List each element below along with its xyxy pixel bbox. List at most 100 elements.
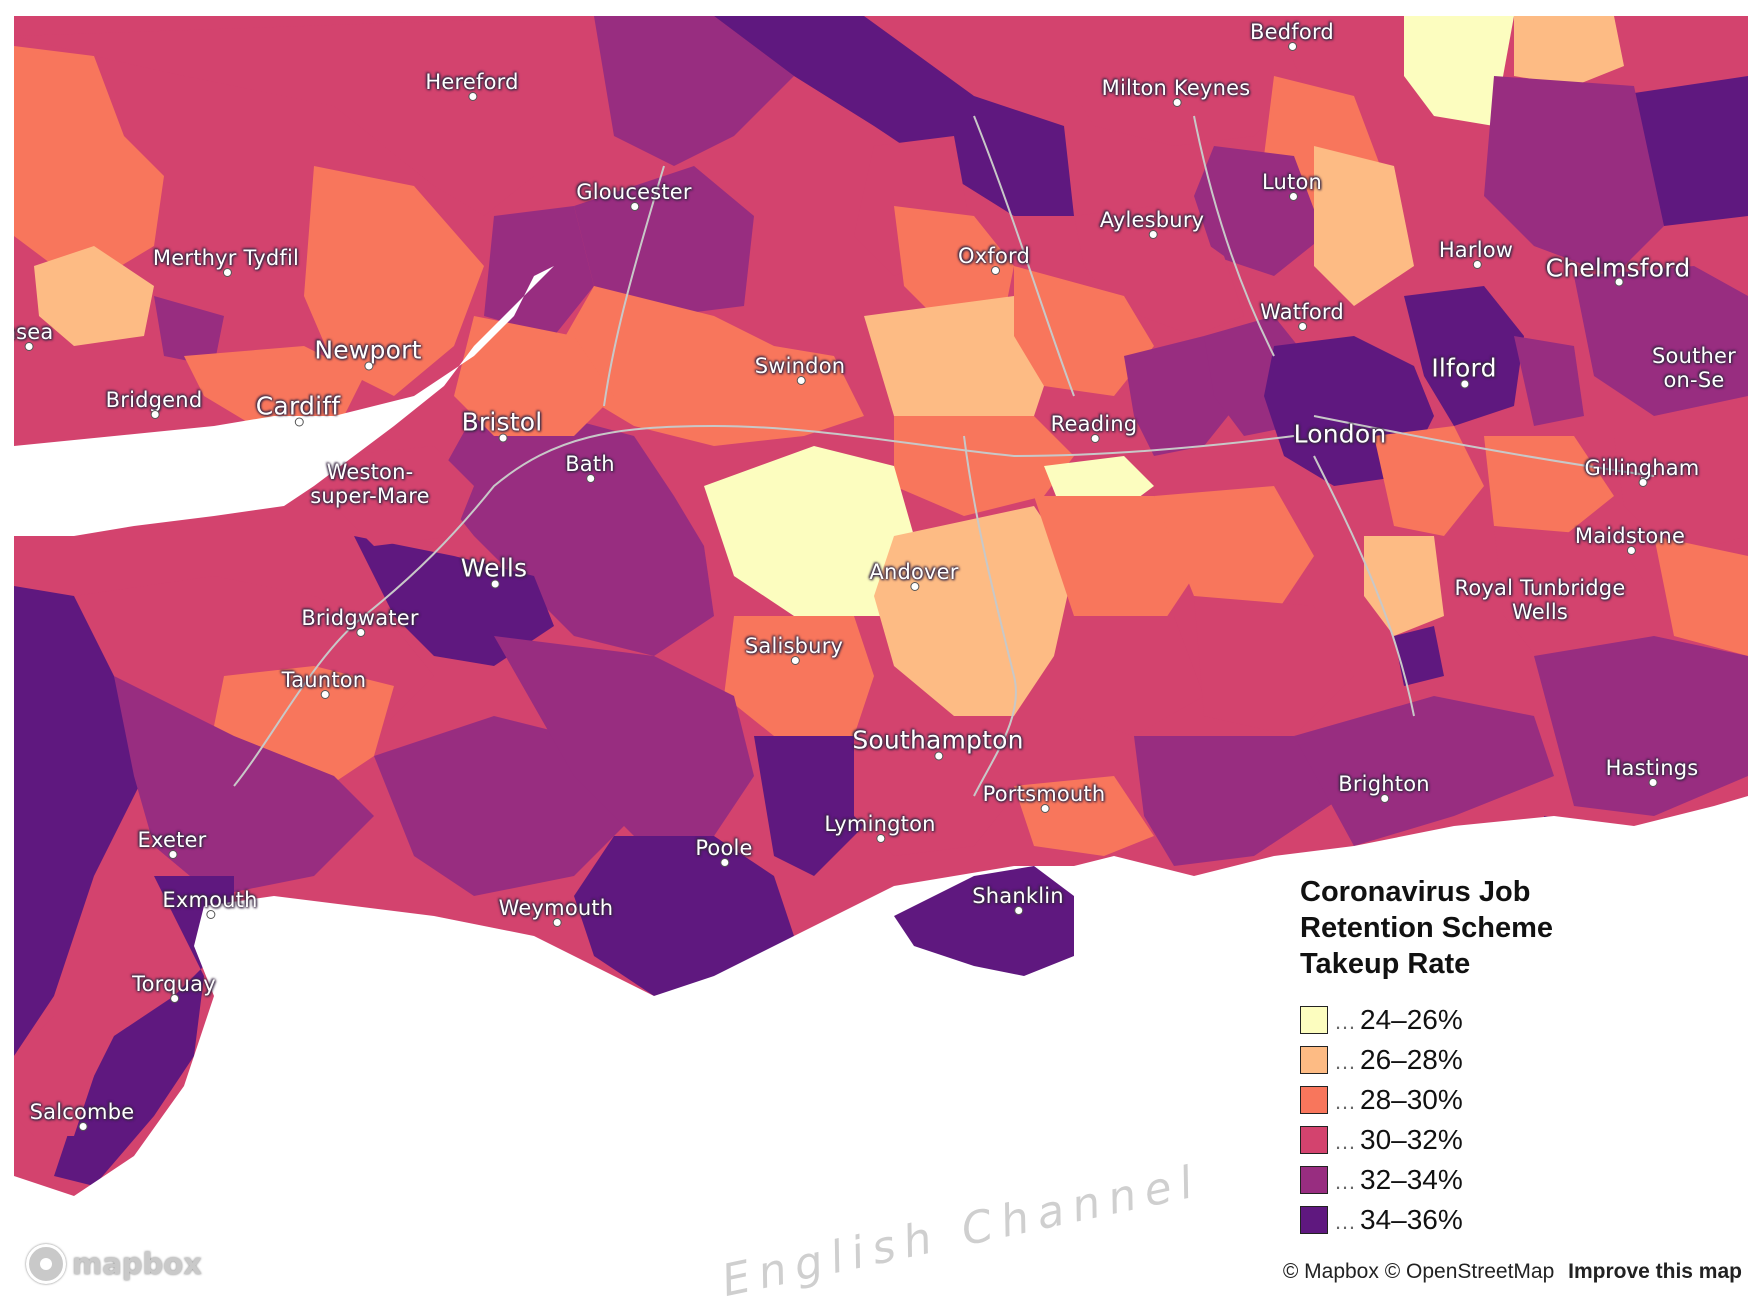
region-new-forest[interactable] — [854, 736, 1014, 856]
region-maidstone[interactable] — [1654, 536, 1748, 656]
place-reading[interactable]: Reading — [1051, 412, 1138, 443]
region-test-valley[interactable] — [874, 506, 1074, 716]
region-monmouth[interactable] — [304, 166, 484, 396]
place-chelmsford[interactable]: Chelmsford — [1546, 254, 1691, 287]
place-torquay[interactable]: Torquay — [132, 972, 216, 1003]
region-vale-white-horse[interactable] — [864, 296, 1054, 436]
region-oxford[interactable] — [894, 206, 1014, 326]
place-swansea[interactable]: nsea — [14, 320, 53, 351]
region-south-hams-west[interactable] — [14, 1016, 94, 1136]
place-weston-super-mare[interactable]: Weston-super-Mare — [310, 460, 430, 508]
place-poole[interactable]: Poole — [695, 836, 752, 867]
region-basingstoke[interactable] — [1034, 496, 1194, 636]
place-bridgend[interactable]: Bridgend — [106, 388, 203, 419]
place-exeter[interactable]: Exeter — [138, 828, 207, 859]
place-aylesbury[interactable]: Aylesbury — [1100, 208, 1205, 239]
region-mid-devon[interactable] — [114, 676, 374, 896]
region-bexley[interactable] — [1484, 436, 1614, 536]
region-cambridge[interactable] — [1404, 16, 1514, 126]
region-swansea-west[interactable] — [14, 46, 164, 276]
region-london-north-east[interactable] — [1404, 286, 1524, 426]
region-neath[interactable] — [34, 246, 154, 346]
region-cardiff-area[interactable] — [184, 346, 364, 426]
improve-this-map-link[interactable]: Improve this map — [1568, 1260, 1742, 1283]
region-sevenoaks[interactable] — [1494, 526, 1654, 666]
place-salcombe[interactable]: Salcombe — [30, 1100, 135, 1131]
place-brighton[interactable]: Brighton — [1338, 772, 1430, 803]
region-wells[interactable] — [354, 536, 554, 666]
region-stevenage[interactable] — [1314, 146, 1414, 306]
region-luton[interactable] — [1194, 146, 1324, 276]
place-luton[interactable]: Luton — [1262, 170, 1322, 201]
region-uttlesford[interactable] — [1484, 76, 1664, 276]
place-portsmouth[interactable]: Portsmouth — [983, 782, 1106, 813]
place-milton-keynes[interactable]: Milton Keynes — [1102, 76, 1251, 107]
place-oxford[interactable]: Oxford — [958, 244, 1030, 275]
region-waverley[interactable] — [1194, 596, 1354, 736]
region-east-cambs[interactable] — [1514, 16, 1624, 86]
region-chichester[interactable] — [1134, 736, 1344, 866]
region-torridge[interactable] — [14, 586, 144, 1056]
mapbox-logo[interactable]: mapbox — [26, 1244, 202, 1284]
place-harlow[interactable]: Harlow — [1439, 238, 1513, 269]
region-tewkesbury[interactable] — [594, 16, 794, 166]
place-newport[interactable]: Newport — [314, 336, 421, 371]
region-cherwell[interactable] — [714, 16, 1074, 216]
region-hereford[interactable] — [14, 16, 614, 216]
region-ilford[interactable] — [1514, 336, 1584, 426]
region-poole[interactable] — [754, 736, 874, 876]
place-cardiff[interactable]: Cardiff — [256, 392, 340, 427]
place-maidstone[interactable]: Maidstone — [1575, 524, 1685, 555]
region-rhondda[interactable] — [154, 296, 224, 366]
region-basildon[interactable] — [1574, 266, 1748, 416]
place-weymouth[interactable]: Weymouth — [499, 896, 614, 927]
region-east-hants[interactable] — [1074, 616, 1204, 736]
region-newbury[interactable] — [894, 416, 1074, 516]
place-swindon[interactable]: Swindon — [755, 354, 846, 385]
place-ilford[interactable]: Ilford — [1431, 354, 1496, 389]
place-watford[interactable]: Watford — [1260, 300, 1344, 331]
region-south-glos[interactable] — [454, 316, 614, 436]
place-gloucester[interactable]: Gloucester — [576, 180, 692, 211]
region-north-somerset[interactable] — [334, 446, 474, 546]
region-mendip[interactable] — [434, 396, 714, 656]
region-crawley[interactable] — [1394, 626, 1444, 686]
place-gillingham[interactable]: Gillingham — [1585, 456, 1700, 487]
place-bedford[interactable]: Bedford — [1250, 20, 1334, 51]
attribution-text[interactable]: © Mapbox © OpenStreetMap — [1282, 1260, 1555, 1283]
place-wells[interactable]: Wells — [461, 554, 528, 589]
region-south-oxon[interactable] — [1014, 266, 1154, 396]
place-taunton[interactable]: Taunton — [282, 668, 367, 699]
place-royal-tunbridge-wells[interactable]: Royal Tunbridge Wells — [1454, 576, 1626, 624]
region-gloucester[interactable] — [574, 166, 754, 316]
place-andover[interactable]: Andover — [869, 560, 958, 591]
place-bristol[interactable]: Bristol — [462, 408, 543, 443]
region-wealden[interactable] — [1534, 636, 1748, 816]
region-forest-dean[interactable] — [484, 206, 594, 336]
region-wiltshire[interactable] — [704, 446, 914, 616]
place-london[interactable]: London — [1293, 419, 1387, 449]
region-isle-of-wight[interactable] — [894, 866, 1074, 976]
place-exmouth[interactable]: Exmouth — [162, 888, 257, 919]
place-southend-on-sea[interactable]: Souther on-Se — [1652, 344, 1736, 392]
region-swindon[interactable] — [554, 286, 864, 446]
region-milton-keynes[interactable] — [1064, 16, 1304, 146]
place-bridgwater[interactable]: Bridgwater — [301, 606, 418, 637]
region-salisbury[interactable] — [724, 616, 874, 736]
region-horsham[interactable] — [1294, 696, 1554, 846]
region-fareham[interactable] — [1014, 776, 1154, 856]
region-purbeck[interactable] — [574, 836, 794, 996]
place-southampton[interactable]: Southampton — [852, 726, 1023, 761]
place-hastings[interactable]: Hastings — [1606, 756, 1699, 787]
region-london-south[interactable] — [1374, 426, 1484, 536]
place-lymington[interactable]: Lymington — [824, 812, 935, 843]
region-dorset-north[interactable] — [494, 636, 754, 836]
place-hereford[interactable]: Hereford — [425, 70, 518, 101]
region-medway[interactable] — [1614, 436, 1748, 556]
region-teignbridge[interactable] — [54, 876, 234, 1186]
place-merthyr-tydfil[interactable]: Merthyr Tydfil — [153, 246, 299, 277]
place-salisbury[interactable]: Salisbury — [745, 634, 843, 665]
region-guildford[interactable] — [1154, 486, 1314, 616]
place-bath[interactable]: Bath — [565, 452, 615, 483]
place-shanklin[interactable]: Shanklin — [972, 884, 1064, 915]
